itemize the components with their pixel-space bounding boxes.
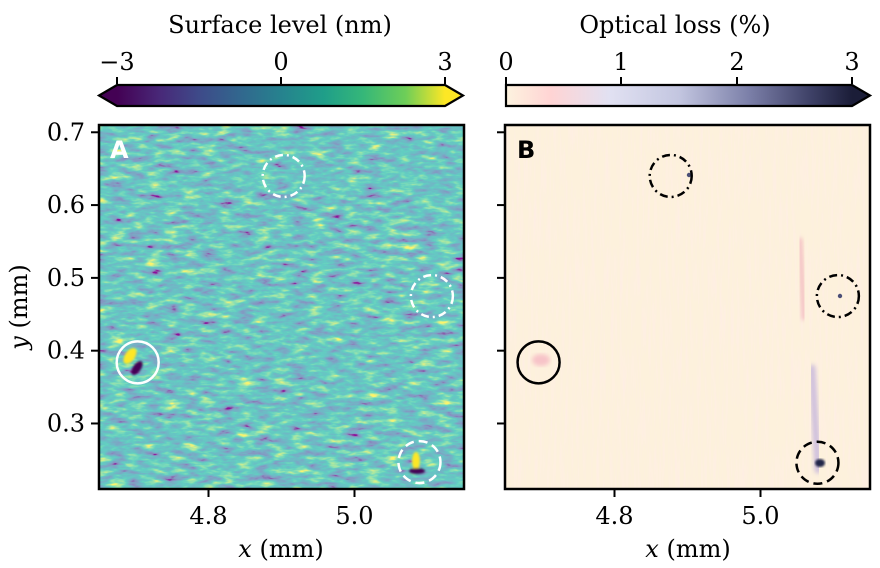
panel-b-texture [505,125,870,489]
colorbar-a-tick-label: −3 [99,48,134,76]
panel-a-ylabel-unit: (mm) [5,264,33,336]
colorbar-b-outline [504,83,873,108]
panel-a: A 4.8 5.0 0.3 0.4 0.5 0.6 0.7 x (mm) y (mm) [5,118,466,563]
panel-b-axes: 4.8 5.0 [497,131,780,530]
x-tick-label: 5.0 [741,502,779,530]
panel-a-markers [115,153,455,485]
panel-b-xlabel-var: x [645,535,659,563]
colorbar-b-ticks [505,77,853,84]
feature-streak [808,364,822,474]
x-tick-label: 5.0 [335,502,373,530]
marker-circle-dashed [795,440,840,486]
panel-b-label: B [517,136,535,164]
panel-a-xlabel-unit: (mm) [252,535,324,563]
feature-spot [532,354,550,366]
feature-bright [412,452,420,470]
panel-a-label: A [110,136,129,164]
panel-b-frame [503,123,872,491]
panel-a-features [123,348,425,474]
y-tick-label: 0.6 [47,191,85,219]
marker-circle-dashdot [815,273,861,319]
colorbar-a-extend-max [445,85,463,106]
colorbar-b-tick-label: 0 [498,48,513,76]
feature-dark [409,468,425,474]
colorbar-a-ticks [116,77,446,84]
panel-b-xlabel: x (mm) [645,535,730,563]
panel-a-frame [97,123,466,491]
colorbar-a-outline [96,83,466,108]
feature-bright [123,348,137,364]
x-tick-label: 4.8 [595,502,633,530]
colorbar-a-extend-min [99,85,117,106]
panel-a-ylabel: y (mm) [5,264,33,350]
colorbar-a-gradient [117,85,445,106]
feature-dark [131,361,143,375]
colorbar-a-tick-label: 3 [437,48,452,76]
colorbar-a-title: Surface level (nm) [168,11,392,39]
panel-b-markers [516,153,861,486]
panel-a-xlabel-var: x [238,535,252,563]
colorbar-b-tick-label: 1 [613,48,628,76]
y-tick-label: 0.3 [47,409,85,437]
panel-b-features [532,172,843,474]
panel-a-axes: 4.8 5.0 0.3 0.4 0.5 0.6 0.7 [47,118,374,530]
panel-a-ylabel-var: y [5,336,33,351]
y-tick-label: 0.5 [47,264,85,292]
marker-circle-dashdot [409,273,455,319]
marker-circle-dashdot [261,153,306,199]
feature-streak [797,237,807,321]
y-tick-label: 0.7 [47,118,85,146]
colorbar-b-tick-label: 3 [844,48,859,76]
marker-circle-solid [115,340,160,385]
x-tick-label: 4.8 [189,502,227,530]
marker-circle-dashed [397,439,442,485]
feature-defect [837,293,843,299]
colorbar-b-tick-label: 2 [729,48,744,76]
y-tick-label: 0.4 [47,337,85,365]
colorbar-b-gradient [506,85,852,106]
feature-defect [815,459,825,467]
colorbar-a: Surface level (nm) −3 0 3 [96,11,466,108]
colorbar-b-title: Optical loss (%) [579,11,770,39]
panel-a-heatmap [99,125,464,489]
feature-defect [686,172,692,178]
colorbar-b: Optical loss (%) 0 1 2 3 [498,11,873,108]
panel-b-xlabel-unit: (mm) [659,535,731,563]
marker-circle-dashdot [648,153,693,199]
panel-b: B 4.8 5.0 x (mm) [497,123,872,563]
panel-a-xlabel: x (mm) [238,535,323,563]
colorbar-b-extend-max [852,85,870,106]
colorbar-a-tick-label: 0 [273,48,288,76]
marker-circle-solid [516,340,561,385]
